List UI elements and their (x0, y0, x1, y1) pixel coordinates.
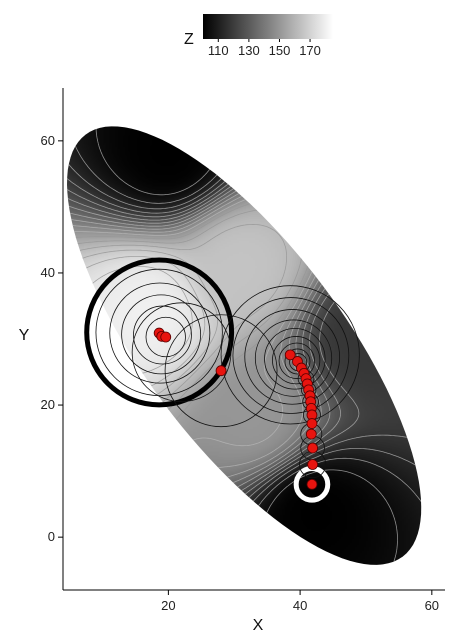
path-points (153, 327, 319, 490)
contour-line (95, 126, 398, 565)
y-axis-title: Y (19, 327, 30, 344)
highlight-circle (84, 257, 235, 408)
y-axis-ticks: 0 20 40 60 (41, 133, 63, 544)
path-point (306, 418, 318, 429)
search-circle (272, 336, 321, 385)
path-point (160, 331, 172, 343)
search-circle (121, 294, 202, 375)
y-tick-label: 0 (48, 529, 55, 544)
search-circle (133, 305, 192, 365)
x-axis-title: X (253, 617, 264, 634)
path-point (284, 349, 296, 361)
path-point (215, 365, 227, 377)
heatmap-surface (67, 126, 422, 565)
plot-area (67, 126, 422, 565)
axes: 20 40 60 0 20 40 60 X Y (19, 88, 445, 634)
y-tick-label: 20 (41, 397, 55, 412)
search-circle (244, 309, 341, 405)
search-circle (232, 297, 350, 414)
search-circle (284, 348, 311, 375)
colorbar-tick-label: 170 (299, 43, 321, 58)
heatmap-image (67, 126, 422, 565)
path-point (306, 478, 318, 490)
path-point (307, 459, 319, 470)
search-circle (220, 285, 360, 425)
search-circle (131, 302, 232, 403)
y-tick-label: 40 (41, 265, 55, 280)
colorbar-tick-label: 150 (269, 43, 291, 58)
x-tick-label: 20 (161, 598, 175, 613)
x-tick-label: 40 (293, 598, 307, 613)
search-circle (254, 319, 333, 397)
x-tick-label: 60 (425, 598, 439, 613)
legend-title: Z (184, 31, 194, 48)
path-point (305, 428, 317, 440)
colorbar-tick-label: 110 (208, 43, 229, 58)
search-circle (145, 316, 186, 358)
search-circle (95, 268, 223, 397)
search-circle (109, 282, 211, 384)
y-tick-label: 60 (41, 133, 55, 148)
colorbar (203, 14, 333, 39)
colorbar-tick-label: 130 (238, 43, 260, 58)
search-circle (264, 328, 326, 390)
colorbar-ticks: 110 130 150 170 (208, 39, 321, 58)
search-circle (278, 342, 315, 379)
search-circle (164, 314, 278, 428)
colorbar-legend: Z 110 130 150 170 (184, 14, 333, 58)
path-point (307, 442, 319, 454)
x-axis-ticks: 20 40 60 (161, 590, 439, 613)
